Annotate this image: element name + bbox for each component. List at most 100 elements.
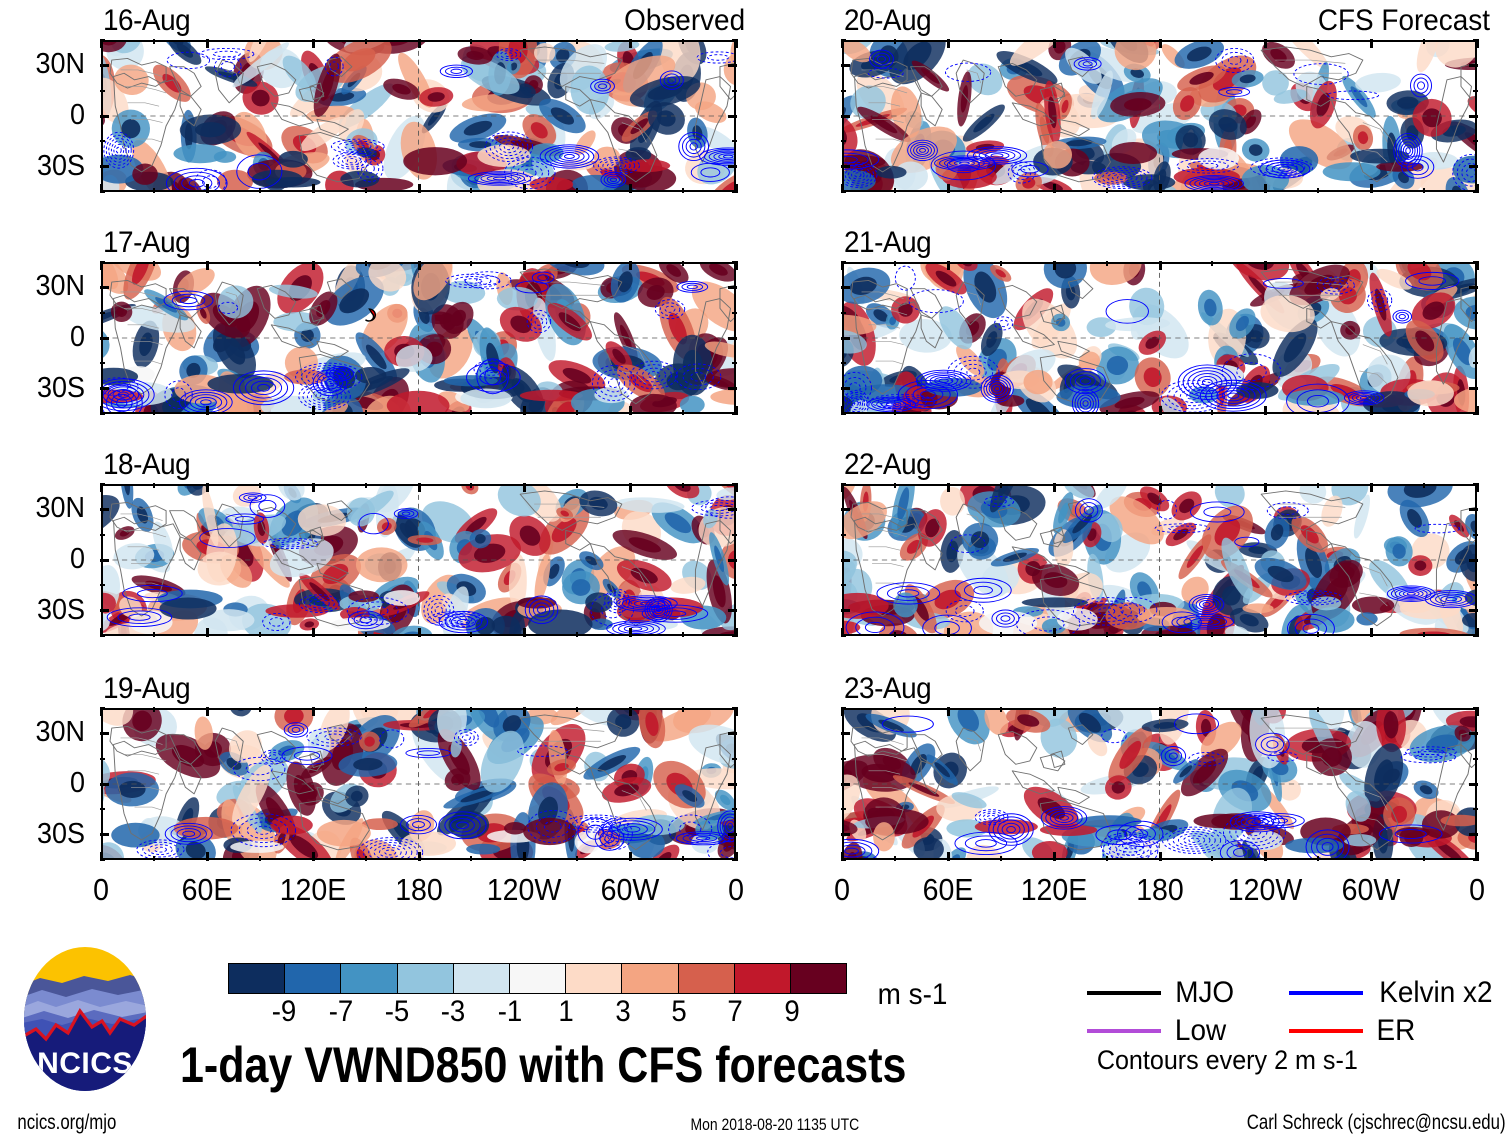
x-tick: [100, 184, 103, 193]
y-minor-tick: [1473, 413, 1478, 415]
x-tick: [417, 852, 421, 861]
y-tick: [100, 558, 109, 562]
x-tick: [999, 188, 1002, 193]
colorbar-swatch: [341, 964, 398, 993]
x-tick: [470, 39, 473, 44]
x-axis-label: 120E: [1020, 872, 1087, 907]
x-tick: [523, 184, 527, 193]
y-tick: [841, 609, 850, 613]
colorbar-swatch: [566, 964, 623, 993]
y-tick: [728, 336, 737, 340]
x-tick: [311, 261, 315, 270]
colorbar-swatch: [790, 964, 847, 993]
colorbar-swatch: [453, 964, 510, 993]
x-tick: [152, 188, 155, 193]
x-tick: [999, 483, 1002, 488]
x-tick: [311, 406, 315, 415]
x-tick: [100, 852, 103, 861]
y-minor-tick: [732, 311, 737, 314]
y-tick: [100, 165, 109, 169]
legend-label: MJO: [1175, 976, 1235, 1009]
x-tick: [417, 483, 421, 492]
x-tick: [1052, 406, 1056, 415]
x-tick: [893, 261, 896, 266]
x-tick: [1211, 632, 1214, 637]
y-tick: [841, 833, 850, 837]
x-axis-label: 120W: [487, 872, 562, 907]
x-tick: [576, 707, 579, 712]
y-minor-tick: [1473, 89, 1478, 92]
y-minor-tick: [732, 261, 737, 263]
x-axis-label: 120E: [279, 872, 346, 907]
x-axis-label: 0: [728, 872, 744, 907]
x-tick: [1476, 628, 1479, 637]
y-tick: [841, 63, 850, 67]
x-tick: [735, 628, 738, 637]
x-tick: [735, 406, 738, 415]
x-tick: [523, 628, 527, 637]
x-tick: [152, 39, 155, 44]
x-tick: [576, 483, 579, 488]
y-tick: [841, 165, 850, 169]
y-tick: [1469, 165, 1478, 169]
y-axis-label: 30N: [35, 270, 85, 303]
y-minor-tick: [1473, 483, 1478, 485]
y-axis-label: 30S: [37, 593, 85, 626]
x-tick: [576, 261, 579, 266]
x-tick: [1423, 188, 1426, 193]
y-minor-tick: [1473, 584, 1478, 587]
map-panel: [842, 484, 1477, 636]
y-minor-tick: [1473, 859, 1478, 861]
y-minor-tick: [841, 584, 846, 587]
y-tick: [728, 507, 737, 511]
x-tick: [1105, 483, 1108, 488]
x-tick: [311, 707, 315, 716]
legend-line-swatch: [1087, 1029, 1161, 1033]
x-tick: [841, 184, 844, 193]
x-tick: [682, 188, 685, 193]
y-minor-tick: [841, 89, 846, 92]
x-tick: [1476, 852, 1479, 861]
x-tick: [205, 852, 209, 861]
y-minor-tick: [732, 39, 737, 41]
x-tick: [1105, 632, 1108, 637]
x-tick: [205, 628, 209, 637]
x-tick: [1370, 39, 1374, 48]
x-tick: [1370, 483, 1374, 492]
colorbar-tick-label: -1: [497, 995, 523, 1028]
y-axis-label: 30S: [37, 817, 85, 850]
y-minor-tick: [841, 311, 846, 314]
column-header: Observed: [624, 4, 746, 37]
x-tick: [629, 707, 633, 716]
x-tick: [629, 261, 633, 270]
x-tick: [1158, 39, 1162, 48]
x-axis-label: 60W: [600, 872, 660, 907]
colorbar-unit-label: m s-1: [877, 978, 948, 1011]
x-tick: [1158, 483, 1162, 492]
y-tick: [100, 387, 109, 391]
map-panel: [101, 708, 736, 860]
x-tick: [1052, 261, 1056, 270]
panel-date-label: 17-Aug: [103, 226, 191, 259]
y-minor-tick: [841, 140, 846, 143]
y-tick: [100, 782, 109, 786]
x-tick: [1476, 406, 1479, 415]
ncics-logo[interactable]: NCICS: [22, 945, 148, 1093]
y-minor-tick: [732, 707, 737, 709]
legend-entry: Kelvin x2: [1289, 978, 1492, 1008]
x-tick: [841, 406, 844, 415]
x-tick: [1105, 856, 1108, 861]
x-tick: [893, 188, 896, 193]
x-tick: [258, 707, 261, 712]
y-minor-tick: [100, 757, 105, 760]
map-panel: [101, 484, 736, 636]
x-tick: [1423, 261, 1426, 266]
x-tick: [893, 632, 896, 637]
y-tick: [1469, 609, 1478, 613]
x-tick: [735, 39, 738, 48]
x-tick: [470, 632, 473, 637]
x-tick: [946, 406, 950, 415]
y-axis-label: 0: [69, 321, 85, 353]
x-tick: [1317, 188, 1320, 193]
footer-left[interactable]: ncics.org/mjo: [17, 1111, 117, 1134]
